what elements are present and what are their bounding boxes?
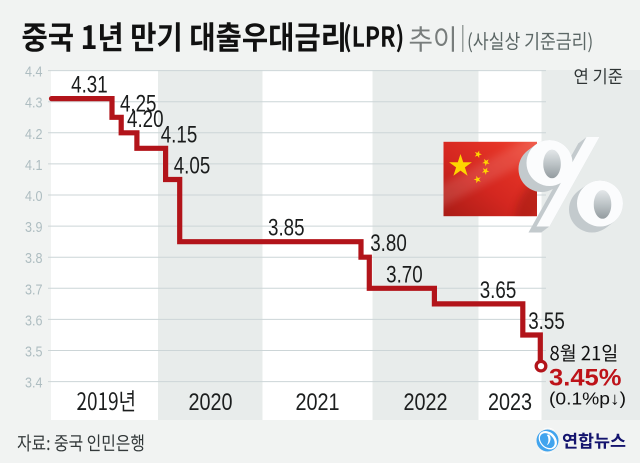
svg-text:4.20: 4.20 bbox=[127, 106, 164, 133]
svg-text:4.2: 4.2 bbox=[25, 127, 43, 143]
svg-text:3.6: 3.6 bbox=[25, 313, 43, 329]
svg-text:(0.1%p↓): (0.1%p↓) bbox=[549, 389, 626, 409]
svg-text:4.25: 4.25 bbox=[120, 90, 157, 117]
svg-text:3.7: 3.7 bbox=[25, 282, 43, 298]
svg-text:4.31: 4.31 bbox=[71, 72, 108, 99]
svg-text:2023: 2023 bbox=[488, 389, 532, 416]
svg-text:3.55: 3.55 bbox=[528, 308, 565, 335]
svg-text:3.4: 3.4 bbox=[25, 376, 43, 392]
svg-text:3.45%: 3.45% bbox=[549, 365, 622, 392]
svg-text:3.85: 3.85 bbox=[268, 215, 305, 242]
svg-text:4.05: 4.05 bbox=[174, 153, 211, 180]
svg-text:3.5: 3.5 bbox=[25, 345, 43, 361]
svg-text:3.8: 3.8 bbox=[25, 251, 43, 267]
svg-text:3.80: 3.80 bbox=[370, 230, 407, 257]
svg-text:2021: 2021 bbox=[296, 389, 340, 416]
svg-text:4.4: 4.4 bbox=[25, 65, 43, 81]
svg-text:2022: 2022 bbox=[404, 389, 448, 416]
svg-text:4.1: 4.1 bbox=[25, 158, 43, 174]
svg-text:4.3: 4.3 bbox=[25, 96, 43, 112]
svg-text:3.65: 3.65 bbox=[480, 277, 517, 304]
svg-text:3.70: 3.70 bbox=[386, 261, 423, 288]
svg-text:4.15: 4.15 bbox=[161, 121, 198, 148]
svg-text:4.0: 4.0 bbox=[25, 189, 43, 205]
svg-text:3.9: 3.9 bbox=[25, 220, 43, 236]
svg-text:2020: 2020 bbox=[189, 389, 233, 416]
